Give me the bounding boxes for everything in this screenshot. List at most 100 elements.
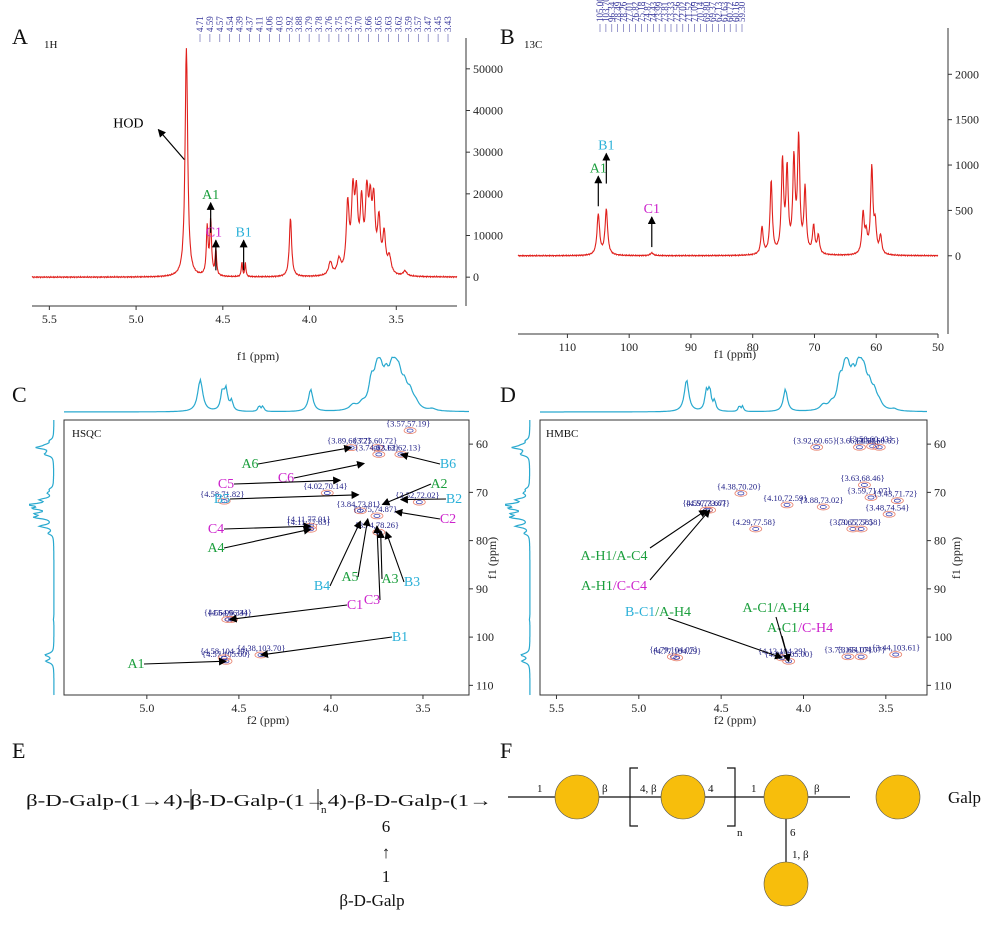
- contour-outer: [890, 497, 904, 505]
- peak-value-label: 3.59: [403, 16, 413, 32]
- cross-peak: {3.92,60.65}: [793, 435, 837, 451]
- contour-inner: [323, 491, 331, 496]
- assignment-a2: A2: [430, 477, 447, 492]
- cross-peak-label: {4.77,104.29}: [653, 646, 702, 656]
- x-tick-label: 5.0: [631, 701, 646, 715]
- contour-outer: [217, 497, 231, 505]
- y-tick-label: 110: [934, 678, 952, 692]
- correlation-part: A-H1: [581, 549, 613, 564]
- link-label-1: 1: [537, 783, 543, 795]
- peak-value-label: 73.33: [666, 1, 676, 22]
- assignment-arrow: [329, 520, 362, 587]
- cross-peak-label: {4.59,73.67}: [682, 498, 726, 508]
- correlation-part: /C-C4: [613, 579, 647, 594]
- panel-a-letter: A: [12, 24, 28, 49]
- x-tick-label: 100: [620, 340, 638, 354]
- peak-value-label: 75.18: [636, 1, 646, 22]
- peak-value-label: 59.30: [737, 1, 747, 22]
- panel-a-annotations: HOD A1 C1 B1: [113, 117, 252, 271]
- x-tick-label: 4.5: [231, 701, 246, 715]
- x-tick-label: 5.5: [42, 312, 57, 326]
- legend-galp: Galp: [948, 788, 981, 807]
- annotation-a1: A1: [202, 188, 219, 203]
- peak-value-label: 3.63: [383, 16, 393, 32]
- panel-b-annotations: A1 B1 C1: [590, 139, 660, 248]
- cross-peak: {4.58,71.82}: [200, 489, 244, 505]
- y-tick-label: 80: [934, 534, 946, 548]
- peak-value-label: 3.75: [334, 16, 344, 32]
- correlation-part: /A-H4: [655, 605, 691, 620]
- contour-inner: [406, 428, 414, 433]
- hod-arrow: [157, 128, 185, 161]
- peak-value-label: 103.70: [601, 0, 611, 22]
- cross-peak: {3.54,60.65}: [855, 435, 900, 451]
- cross-peak-label: {4.11,77.63}: [287, 517, 331, 527]
- panel-c-title: HSQC: [72, 428, 101, 440]
- y-tick-label: 90: [476, 582, 488, 596]
- peak-value-label: 60.72: [725, 2, 735, 22]
- cross-peak: {3.63,68.46}: [840, 473, 885, 489]
- annotation-a1: A1: [590, 161, 607, 176]
- y-tick-label: 10000: [473, 229, 503, 243]
- cross-peak-label: {3.84,73.81}: [336, 499, 380, 509]
- galactose-residue-branch-point: [763, 774, 809, 820]
- y-tick-label: 500: [955, 203, 973, 217]
- assignment-b1: B1: [392, 630, 408, 645]
- annotation-c1: C1: [206, 225, 222, 240]
- assignment-a5: A5: [341, 570, 358, 585]
- x-tick-label: 50: [932, 340, 944, 354]
- cross-peak-label: {4.58,104.29}: [200, 646, 249, 656]
- panel-c-top-projection: [64, 356, 469, 413]
- y-tick-label: 20000: [473, 187, 503, 201]
- panel-c-plot-frame: [63, 419, 470, 696]
- assignment-arrow: [257, 444, 353, 465]
- peak-value-label: 3.65: [374, 16, 384, 32]
- panel-a-spectrum-line: [31, 48, 458, 279]
- contour-inner: [892, 652, 900, 657]
- cross-peak-label: {3.89,60.72}: [327, 436, 371, 446]
- cross-peak: {3.73,104.07}: [824, 645, 873, 661]
- link-label-1beta: 1, β: [792, 849, 809, 861]
- correlation-part: A-H1: [581, 579, 613, 594]
- contour-inner: [813, 445, 821, 450]
- cross-peak-label: {4.58,71.82}: [200, 489, 244, 499]
- cross-peak: {4.38,70.20}: [717, 481, 761, 497]
- assignment-c5: C5: [218, 477, 234, 492]
- peak-value-label: 69.80: [702, 1, 712, 22]
- cross-peak: {3.66,60.65}: [835, 435, 880, 451]
- cross-peak-label: {3.57,57.19}: [386, 419, 430, 429]
- correlation-arrow: [649, 509, 708, 549]
- x-tick-label: 4.0: [302, 312, 317, 326]
- assignment-b5: B5: [214, 492, 230, 507]
- panel-c-hsqc: C HSQC 5.0 4.5 4.0 3.5 60 70 80 90 100 110 {3.57,…: [12, 356, 499, 727]
- panel-a-peak-list: 4.71 4.59 4.57 4.54 4.39 4.37 4.11 4.06 4.03 3.92…: [195, 16, 453, 42]
- peak-value-label: 96.34: [607, 1, 617, 22]
- y-tick-label: 110: [476, 678, 494, 692]
- peak-value-label: 70.14: [696, 1, 706, 22]
- contour-outer: [858, 481, 871, 489]
- cross-peak-label: {4.57,73.67}: [686, 498, 730, 508]
- x-tick-label: 5.0: [139, 701, 154, 715]
- y-tick-label: 0: [473, 270, 479, 284]
- contour-inner: [373, 445, 381, 450]
- y-tick-label: 70: [934, 485, 946, 499]
- correlation-part: A-C1: [767, 621, 798, 636]
- cross-peak-label: {3.73,104.07}: [824, 645, 873, 655]
- cross-peak-label: {3.62,62.13}: [377, 442, 421, 452]
- panel-b-peak-list: 105.00103.7096.3478.4978.2677.0176.8275.…: [595, 0, 747, 32]
- cross-peak: {4.29,77.58}: [732, 517, 776, 533]
- panel-d-title: HMBC: [546, 428, 578, 440]
- peak-value-label: 4.03: [274, 16, 284, 32]
- branch-link: 1: [382, 867, 391, 886]
- panel-c-axes: 5.0 4.5 4.0 3.5 60 70 80 90 100 110: [139, 437, 494, 715]
- peak-value-label: 71.09: [690, 1, 700, 22]
- repeat-bracket-close: [727, 767, 736, 827]
- x-tick-label: 5.0: [129, 312, 144, 326]
- peak-value-label: 3.79: [304, 16, 314, 32]
- link-label-6: 6: [790, 827, 796, 839]
- annotation-hod: HOD: [113, 117, 143, 132]
- contour-outer: [854, 653, 868, 661]
- galactose-legend-symbol: [875, 774, 921, 820]
- cross-peak: {3.74,62.13}: [355, 442, 399, 458]
